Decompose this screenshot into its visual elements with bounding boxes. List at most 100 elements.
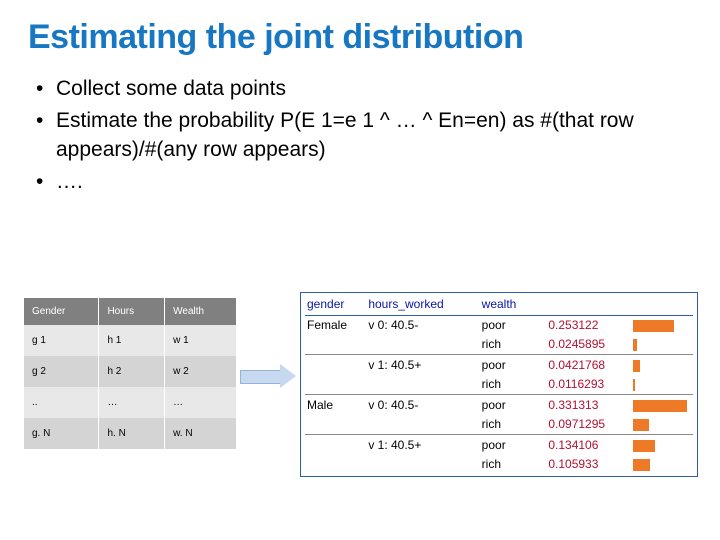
stats-cell-gender [305, 415, 366, 435]
stats-row: rich 0.0971295 [305, 415, 693, 435]
stats-cell-prob: 0.0421768 [546, 355, 631, 376]
stats-cell-bar [631, 335, 693, 355]
stats-cell-gender [305, 435, 366, 456]
table-row: .. … … [24, 387, 236, 418]
stats-cell-hours: v 1: 40.5+ [366, 435, 479, 456]
table-cell: w 2 [165, 356, 236, 387]
stats-table: gender hours_worked wealth Femalev 0: 40… [305, 295, 693, 474]
stats-cell-hours [366, 455, 479, 474]
table-cell: g 1 [24, 325, 99, 356]
stats-row: v 1: 40.5+poor 0.134106 [305, 435, 693, 456]
stats-cell-wealth: rich [480, 415, 537, 435]
stats-cell-bar [631, 316, 693, 336]
table-cell: h. N [99, 418, 165, 449]
stats-header [536, 295, 546, 316]
stats-cell-bar [631, 435, 693, 456]
stats-cell-hours [366, 335, 479, 355]
stats-cell-wealth: rich [480, 375, 537, 395]
stats-cell-prob: 0.253122 [546, 316, 631, 336]
stats-cell-hours: v 0: 40.5- [366, 395, 479, 416]
stats-cell-gender [305, 355, 366, 376]
stats-cell-bar [631, 415, 693, 435]
table-cell: h 1 [99, 325, 165, 356]
stats-cell-prob: 0.105933 [546, 455, 631, 474]
stats-cell-gender: Male [305, 395, 366, 416]
stats-cell-gender [305, 335, 366, 355]
stats-header [546, 295, 631, 316]
bar-icon [633, 400, 687, 412]
stats-cell-prob: 0.331313 [546, 395, 631, 416]
stats-cell-prob: 0.0245895 [546, 335, 631, 355]
bar-icon [633, 379, 635, 391]
table-cell: h 2 [99, 356, 165, 387]
stats-row: v 1: 40.5+poor 0.0421768 [305, 355, 693, 376]
table-cell: .. [24, 387, 99, 418]
stats-header: gender [305, 295, 366, 316]
bullet-item: …. [32, 168, 692, 196]
stats-panel: gender hours_worked wealth Femalev 0: 40… [300, 292, 698, 477]
stats-cell-wealth: rich [480, 335, 537, 355]
stats-cell-gap [536, 395, 546, 416]
stats-cell-gap [536, 316, 546, 336]
stats-cell-gap [536, 335, 546, 355]
slide: Estimating the joint distribution Collec… [0, 0, 720, 540]
bar-icon [633, 360, 640, 372]
bar-icon [633, 320, 674, 332]
stats-cell-bar [631, 375, 693, 395]
stats-header: hours_worked [366, 295, 479, 316]
bar-icon [633, 459, 650, 471]
stats-cell-wealth: poor [480, 355, 537, 376]
stats-cell-hours: v 0: 40.5- [366, 316, 479, 336]
table-cell: w 1 [165, 325, 236, 356]
stats-cell-bar [631, 455, 693, 474]
stats-cell-prob: 0.0971295 [546, 415, 631, 435]
stats-cell-gap [536, 435, 546, 456]
stats-row: Femalev 0: 40.5-poor 0.253122 [305, 316, 693, 336]
stats-row: rich 0.105933 [305, 455, 693, 474]
stats-row: rich 0.0116293 [305, 375, 693, 395]
stats-cell-gender: Female [305, 316, 366, 336]
stats-cell-wealth: rich [480, 455, 537, 474]
bar-icon [633, 419, 649, 431]
stats-cell-prob: 0.0116293 [546, 375, 631, 395]
lower-region: Gender Hours Wealth g 1 h 1 w 1 g 2 h 2 … [24, 298, 696, 520]
left-table-header: Gender [24, 298, 99, 325]
table-cell: … [99, 387, 165, 418]
stats-cell-gap [536, 355, 546, 376]
bar-icon [633, 339, 637, 351]
stats-cell-wealth: poor [480, 316, 537, 336]
stats-cell-gap [536, 455, 546, 474]
stats-header [631, 295, 693, 316]
bullet-item: Collect some data points [32, 75, 692, 103]
table-row: g. N h. N w. N [24, 418, 236, 449]
stats-cell-bar [631, 355, 693, 376]
bar-icon [633, 440, 655, 452]
table-cell: w. N [165, 418, 236, 449]
table-cell: g. N [24, 418, 99, 449]
stats-cell-gap [536, 415, 546, 435]
stats-cell-hours [366, 375, 479, 395]
arrow-icon [240, 364, 296, 388]
table-cell: g 2 [24, 356, 99, 387]
table-row: g 2 h 2 w 2 [24, 356, 236, 387]
stats-row: rich 0.0245895 [305, 335, 693, 355]
stats-header: wealth [480, 295, 537, 316]
slide-title: Estimating the joint distribution [28, 18, 692, 57]
bullet-list: Collect some data points Estimate the pr… [32, 75, 692, 196]
stats-cell-hours: v 1: 40.5+ [366, 355, 479, 376]
table-row: g 1 h 1 w 1 [24, 325, 236, 356]
stats-cell-wealth: poor [480, 435, 537, 456]
stats-cell-gender [305, 375, 366, 395]
table-cell: … [165, 387, 236, 418]
bullet-item: Estimate the probability P(E 1=e 1 ^ … ^… [32, 107, 692, 164]
stats-cell-prob: 0.134106 [546, 435, 631, 456]
stats-cell-gender [305, 455, 366, 474]
left-table-header: Wealth [165, 298, 236, 325]
stats-cell-wealth: poor [480, 395, 537, 416]
left-table: Gender Hours Wealth g 1 h 1 w 1 g 2 h 2 … [24, 298, 236, 449]
stats-cell-bar [631, 395, 693, 416]
left-table-header: Hours [99, 298, 165, 325]
stats-cell-hours [366, 415, 479, 435]
stats-row: Malev 0: 40.5-poor 0.331313 [305, 395, 693, 416]
stats-cell-gap [536, 375, 546, 395]
